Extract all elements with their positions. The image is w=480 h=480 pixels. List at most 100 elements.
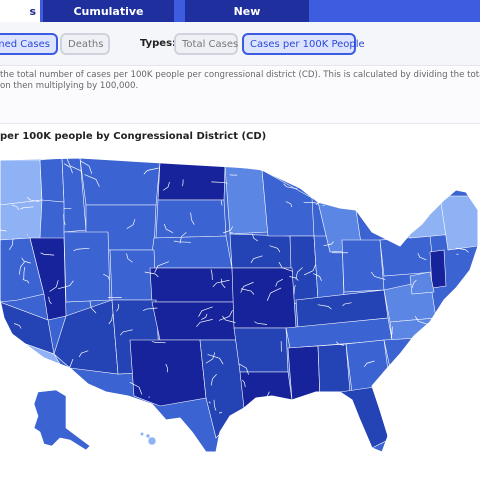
- tab-cumulative[interactable]: Cumulative: [43, 0, 174, 22]
- district-oh: [341, 239, 385, 293]
- district-boundary-line: [49, 280, 59, 292]
- district-boundary-line: [297, 158, 315, 163]
- district-boundary-line: [285, 201, 293, 208]
- cases-per-100k-button[interactable]: Cases per 100K People: [242, 33, 365, 55]
- tab-new[interactable]: New: [185, 0, 309, 22]
- filter-bar: rmed Cases Deaths Types: Total Cases Cas…: [0, 22, 480, 66]
- district-boundary-line: [201, 313, 208, 320]
- district-fl: [339, 385, 389, 449]
- district-boundary-line: [303, 202, 318, 204]
- district-boundary-line: [57, 280, 74, 290]
- choropleth-map[interactable]: [0, 150, 480, 480]
- district-boundary-line: [370, 271, 386, 280]
- district-boundary-line: [63, 214, 66, 226]
- district-boundary-line: [254, 321, 268, 325]
- district-boundary-line: [126, 253, 133, 263]
- district-hawaii: [139, 431, 157, 446]
- district-boundary-line: [336, 341, 345, 346]
- map-title: per 100K people by Congressional Distric…: [0, 131, 267, 142]
- district-boundary-line: [364, 360, 375, 368]
- district-boundary-line: [119, 329, 133, 336]
- district-boundary-line: [220, 437, 234, 441]
- district-boundary-line: [421, 434, 426, 447]
- district-wa-2: [39, 158, 65, 203]
- district-nv: [29, 237, 67, 321]
- district-boundary-line: [252, 233, 258, 242]
- district-boundary-line: [211, 181, 228, 184]
- district-boundary-line: [444, 305, 461, 310]
- deaths-button[interactable]: Deaths: [60, 33, 110, 55]
- district-or: [0, 199, 43, 241]
- types-label: Types:: [140, 38, 177, 49]
- district-boundary-line: [212, 279, 230, 288]
- district-la: [239, 371, 293, 409]
- district-boundary-line: [210, 374, 217, 386]
- confirmed-cases-button[interactable]: rmed Cases: [0, 33, 58, 55]
- district-boundary-line: [142, 307, 158, 311]
- district-boundary-line: [325, 159, 339, 165]
- district-boundary-line: [259, 163, 267, 168]
- total-cases-button[interactable]: Total Cases: [174, 33, 238, 55]
- district-ca-n: [0, 237, 45, 303]
- district-boundary-line: [449, 158, 457, 161]
- district-boundary-line: [20, 378, 38, 389]
- description-line-2: on then multiplying by 100,000.: [0, 81, 139, 91]
- district-boundary-line: [220, 278, 226, 289]
- district-boundary-line: [208, 401, 211, 404]
- district-boundary-line: [295, 174, 300, 186]
- tab-active[interactable]: s: [0, 0, 40, 22]
- district-boundary-line: [13, 323, 22, 329]
- district-boundary-line: [143, 167, 159, 175]
- district-boundary-line: [84, 174, 100, 187]
- district-boundary-line: [106, 434, 116, 442]
- district-pa: [379, 235, 435, 277]
- district-boundary-line: [242, 379, 246, 388]
- district-al: [317, 343, 351, 399]
- district-boundary-line: [124, 437, 142, 450]
- us-map-svg[interactable]: [0, 150, 480, 480]
- district-boundary-line: [312, 273, 322, 281]
- district-boundary-line: [455, 410, 465, 420]
- district-boundary-line: [303, 264, 316, 276]
- district-sc: [383, 337, 425, 369]
- district-wa-1: [0, 159, 43, 206]
- district-boundary-line: [64, 163, 73, 174]
- district-wi: [261, 169, 315, 237]
- district-boundary-line: [269, 245, 281, 253]
- district-ga: [345, 339, 391, 393]
- district-alaska: [33, 389, 91, 451]
- district-boundary-line: [218, 411, 223, 414]
- district-boundary-line: [0, 226, 7, 232]
- district-boundary-line: [190, 212, 195, 225]
- district-boundary-line: [103, 273, 110, 281]
- district-boundary-line: [182, 179, 184, 187]
- district-boundary-line: [317, 304, 332, 310]
- district-boundary-line: [89, 300, 97, 314]
- district-boundary-line: [414, 315, 430, 326]
- district-layer: [0, 158, 478, 449]
- district-mn: [224, 165, 269, 235]
- district-boundary-line: [218, 310, 233, 321]
- district-boundary-line: [78, 350, 89, 358]
- district-boundary-line: [412, 279, 417, 288]
- district-boundary-line: [154, 261, 169, 273]
- district-boundary-line: [238, 363, 249, 375]
- district-boundary-line: [221, 200, 223, 206]
- district-boundary-line: [59, 383, 74, 391]
- district-boundary-line: [422, 354, 428, 362]
- district-boundary-line: [111, 433, 129, 438]
- district-boundary-line: [151, 341, 166, 344]
- district-mo: [231, 267, 297, 329]
- district-boundary-line: [463, 384, 478, 392]
- district-boundary-line: [444, 409, 454, 414]
- district-boundary-line: [240, 281, 254, 293]
- country-outline: [0, 157, 479, 453]
- district-co: [109, 249, 157, 301]
- district-boundary-line: [21, 257, 31, 264]
- district-boundary-line: [129, 382, 143, 395]
- district-boundary-line: [23, 266, 26, 280]
- district-boundary-line: [207, 354, 224, 365]
- district-boundary-line: [162, 181, 170, 191]
- district-boundary-line: [40, 252, 55, 256]
- district-boundary-line: [390, 326, 393, 339]
